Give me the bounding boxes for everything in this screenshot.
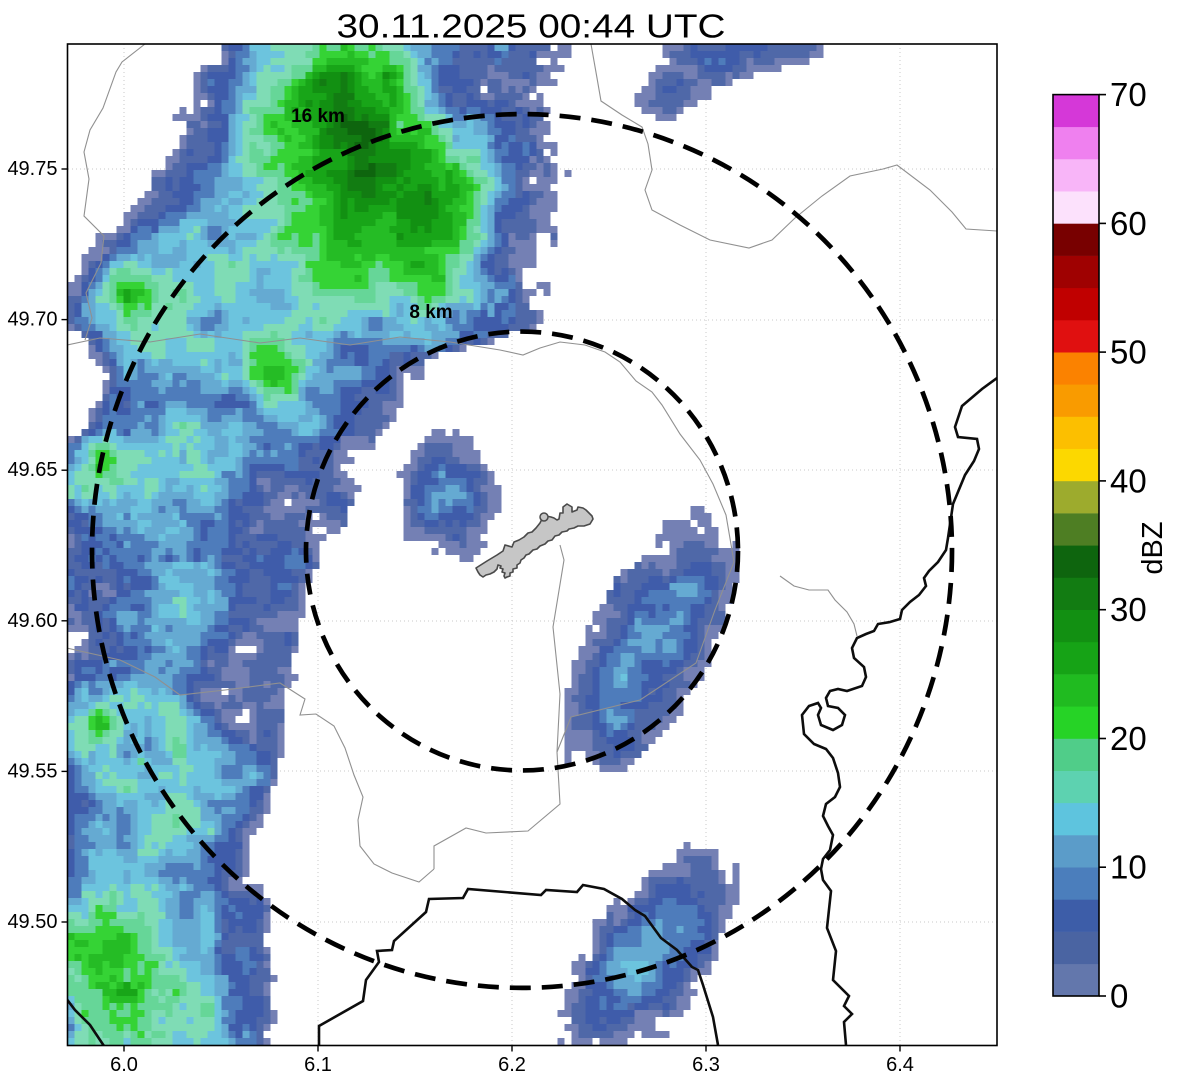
svg-text:30: 30 bbox=[1110, 591, 1147, 628]
svg-text:49.60: 49.60 bbox=[7, 610, 57, 632]
svg-text:49.75: 49.75 bbox=[7, 158, 57, 180]
svg-text:49.70: 49.70 bbox=[7, 309, 57, 331]
svg-text:49.65: 49.65 bbox=[7, 459, 57, 481]
svg-text:0: 0 bbox=[1110, 978, 1128, 1015]
svg-text:30.11.2025 00:44 UTC: 30.11.2025 00:44 UTC bbox=[337, 8, 726, 45]
svg-text:60: 60 bbox=[1110, 205, 1147, 242]
svg-text:6.4: 6.4 bbox=[886, 1054, 914, 1076]
svg-text:6.1: 6.1 bbox=[304, 1054, 332, 1076]
svg-text:50: 50 bbox=[1110, 334, 1147, 371]
svg-text:6.3: 6.3 bbox=[692, 1054, 720, 1076]
svg-text:6.2: 6.2 bbox=[498, 1054, 526, 1076]
svg-text:6.0: 6.0 bbox=[110, 1054, 138, 1076]
svg-text:8 km: 8 km bbox=[409, 302, 452, 323]
svg-text:49.50: 49.50 bbox=[7, 911, 57, 933]
svg-text:10: 10 bbox=[1110, 849, 1147, 886]
svg-text:16 km: 16 km bbox=[291, 106, 345, 127]
svg-text:70: 70 bbox=[1110, 76, 1147, 113]
svg-text:dBZ: dBZ bbox=[1137, 521, 1169, 574]
svg-text:49.55: 49.55 bbox=[7, 760, 57, 782]
svg-text:40: 40 bbox=[1110, 462, 1147, 499]
svg-text:20: 20 bbox=[1110, 720, 1147, 757]
